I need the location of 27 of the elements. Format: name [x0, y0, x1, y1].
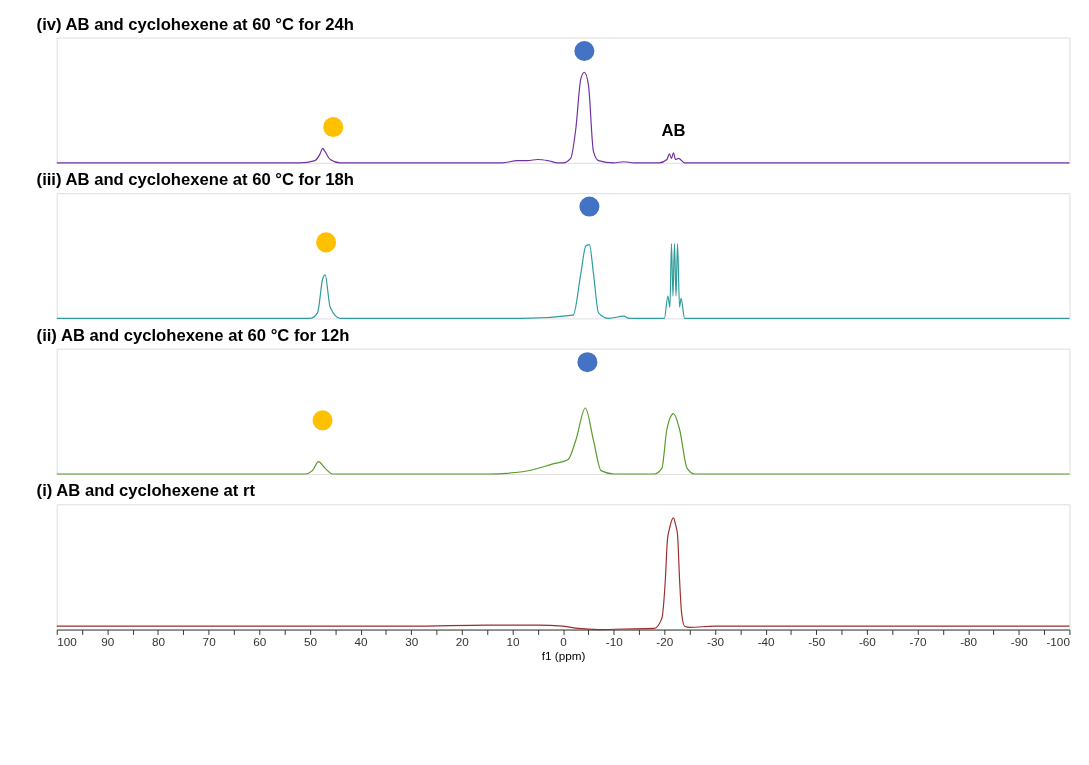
x-tick-label: -100 — [1046, 634, 1071, 648]
chart-title: (i) AB and cyclohexene at rt — [36, 481, 256, 501]
x-tick-label: 30 — [405, 634, 419, 648]
x-axis-title: f1 (ppm) — [541, 649, 586, 663]
x-tick-label: 70 — [202, 634, 217, 648]
x-tick-label: -20 — [656, 634, 674, 648]
annotation: AB — [661, 121, 686, 141]
x-tick-label: -10 — [605, 634, 624, 648]
x-tick-label: -70 — [909, 634, 927, 648]
x-tick-label: 0 — [560, 634, 568, 648]
x-tick-label: -80 — [960, 634, 978, 648]
x-tick-label: -50 — [808, 634, 826, 648]
chart-title: (ii) AB and cyclohexene at 60 °C for 12h — [36, 325, 350, 345]
x-tick-label: 60 — [253, 634, 267, 648]
x-tick-label: 50 — [303, 634, 318, 648]
x-tick-label: 20 — [455, 634, 470, 648]
chart-title: (iv) AB and cyclohexene at 60 °C for 24h — [36, 14, 354, 34]
x-tick-label: 10 — [506, 634, 520, 648]
x-tick-label: 100 — [57, 634, 78, 648]
chart-title: (iii) AB and cyclohexene at 60 °C for 18h — [36, 170, 354, 190]
x-tick-label: -90 — [1010, 634, 1029, 648]
x-tick-label: -30 — [707, 634, 725, 648]
x-tick-label: -60 — [858, 634, 877, 648]
x-tick-label: -40 — [757, 634, 776, 648]
x-tick-label: 90 — [101, 634, 115, 648]
x-tick-label: 80 — [151, 634, 166, 648]
x-tick-label: 40 — [354, 634, 369, 648]
